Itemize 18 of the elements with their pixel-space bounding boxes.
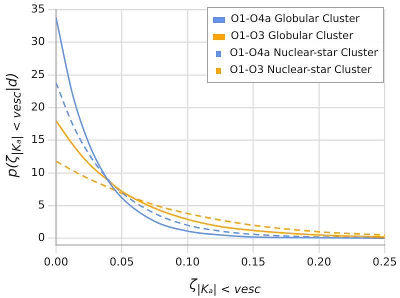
x-tick-label: 0.05	[110, 255, 134, 268]
y-tick-label: 30	[30, 35, 45, 48]
x-tick-label: 0.10	[175, 255, 200, 268]
y-tick-label: 10	[30, 166, 45, 179]
x-tick-label: 0.25	[372, 255, 398, 268]
legend-label: O1-O3 Globular Cluster	[230, 29, 354, 44]
x-tick-label: 0.20	[306, 255, 332, 268]
y-tick-label: 0	[38, 231, 45, 244]
y-tick-label: 5	[38, 198, 45, 212]
x-tick-label: 0.15	[241, 255, 266, 268]
y-tick-label: 25	[30, 68, 45, 81]
y-tick-label: 35	[30, 2, 45, 16]
legend-label: O1-O4a Globular Cluster	[230, 12, 360, 27]
y-tick-label: 15	[30, 133, 45, 146]
y-tick-label: 20	[30, 100, 45, 114]
x-tick-label: 0.00	[44, 255, 68, 268]
legend-label: O1-O3 Nuclear-star Cluster	[230, 63, 372, 78]
legend-label: O1-O4a Nuclear-star Cluster	[230, 46, 378, 61]
